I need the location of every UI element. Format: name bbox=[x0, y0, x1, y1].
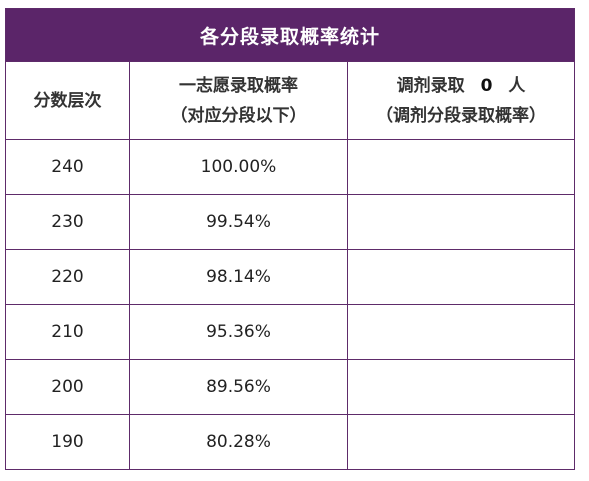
table-title: 各分段录取概率统计 bbox=[4, 8, 576, 62]
header-score-level: 分数层次 bbox=[5, 61, 130, 140]
row-first-choice-rate: 100.00% bbox=[129, 139, 348, 195]
row-score-level: 240 bbox=[5, 139, 130, 195]
header-first-choice-rate-line1: 一志愿录取概率 bbox=[179, 75, 298, 96]
header-adjustment-line1: 调剂录取 0 人 bbox=[348, 71, 574, 101]
row-score-level: 200 bbox=[5, 359, 130, 415]
header-adjustment-count: 0 bbox=[480, 75, 493, 96]
row-first-choice-rate: 99.54% bbox=[129, 194, 348, 250]
row-first-choice-rate: 80.28% bbox=[129, 414, 348, 470]
row-score-level: 210 bbox=[5, 304, 130, 360]
table-row: 210 95.36% bbox=[5, 304, 576, 360]
table-row: 220 98.14% bbox=[5, 249, 576, 305]
header-adjustment-line2: （调剂分段录取概率） bbox=[376, 105, 547, 126]
row-score-level: 190 bbox=[5, 414, 130, 470]
header-first-choice-rate-line2: （对应分段以下） bbox=[170, 105, 307, 126]
row-score-level: 220 bbox=[5, 249, 130, 305]
table-row: 190 80.28% bbox=[5, 414, 576, 470]
table-row: 200 89.56% bbox=[5, 359, 576, 415]
header-adjustment-suffix: 人 bbox=[508, 75, 526, 96]
table-row: 240 100.00% bbox=[5, 139, 576, 195]
header-adjustment-rate: 调剂录取 0 人 （调剂分段录取概率） bbox=[346, 61, 576, 140]
row-adjustment-rate bbox=[346, 139, 576, 195]
table-row: 230 99.54% bbox=[5, 194, 576, 250]
table-title-row: 各分段录取概率统计 bbox=[4, 8, 576, 62]
table-header-row: 分数层次 一志愿录取概率 （对应分段以下） 调剂录取 0 人 （调剂分段录取概率… bbox=[5, 61, 576, 140]
row-adjustment-rate bbox=[346, 414, 576, 470]
row-adjustment-rate bbox=[346, 194, 576, 250]
row-adjustment-rate bbox=[346, 249, 576, 305]
header-adjustment-prefix: 调剂录取 bbox=[396, 75, 465, 96]
row-first-choice-rate: 89.56% bbox=[129, 359, 348, 415]
row-score-level: 230 bbox=[5, 194, 130, 250]
admission-probability-table: 各分段录取概率统计 分数层次 一志愿录取概率 （对应分段以下） 调剂录取 0 人… bbox=[4, 8, 576, 470]
row-adjustment-rate bbox=[346, 304, 576, 360]
header-first-choice-rate: 一志愿录取概率 （对应分段以下） bbox=[129, 61, 348, 140]
row-adjustment-rate bbox=[346, 359, 576, 415]
row-first-choice-rate: 95.36% bbox=[129, 304, 348, 360]
row-first-choice-rate: 98.14% bbox=[129, 249, 348, 305]
